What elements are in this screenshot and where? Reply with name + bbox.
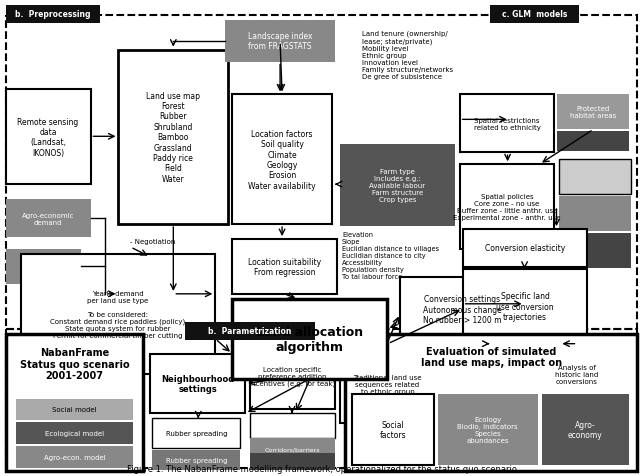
FancyBboxPatch shape	[6, 249, 80, 284]
Text: Succession trajectories: Succession trajectories	[444, 363, 525, 369]
Text: Rubber spreading: Rubber spreading	[166, 457, 227, 463]
FancyBboxPatch shape	[232, 95, 332, 225]
Text: Spatial restrictions
related to ethnicity: Spatial restrictions related to ethnicit…	[474, 118, 540, 130]
Text: Social model: Social model	[52, 407, 97, 413]
Text: b.  Preprocessing: b. Preprocessing	[15, 10, 91, 19]
FancyBboxPatch shape	[400, 278, 525, 342]
Text: Agro-
economy: Agro- economy	[568, 420, 603, 439]
FancyBboxPatch shape	[438, 394, 538, 466]
FancyBboxPatch shape	[440, 344, 529, 389]
FancyBboxPatch shape	[460, 95, 554, 153]
Text: Evaluation of simulated
land use maps, impact on: Evaluation of simulated land use maps, i…	[421, 346, 562, 367]
Text: NabanFrame
Status quo scenario
2001-2007: NabanFrame Status quo scenario 2001-2007	[20, 347, 129, 380]
Text: Figure 1. The NabanFrame modelling framework, operationalized for the status quo: Figure 1. The NabanFrame modelling frame…	[127, 464, 517, 473]
FancyBboxPatch shape	[232, 239, 337, 294]
Text: Spatial policies
Core zone - no use
Buffer zone - little anthr. use
Experimental: Spatial policies Core zone - no use Buff…	[453, 194, 561, 221]
FancyBboxPatch shape	[118, 50, 228, 225]
FancyBboxPatch shape	[560, 197, 631, 231]
FancyBboxPatch shape	[225, 20, 335, 62]
Text: Land use map
Forest
Rubber
Shrubland
Bamboo
Grassland
Paddy rice
Field
Water: Land use map Forest Rubber Shrubland Bam…	[146, 91, 200, 184]
Text: Agro-econ. model: Agro-econ. model	[44, 455, 106, 460]
Text: Protected
habitat areas: Protected habitat areas	[571, 106, 616, 119]
FancyBboxPatch shape	[6, 90, 91, 185]
FancyBboxPatch shape	[560, 234, 631, 268]
FancyBboxPatch shape	[352, 394, 434, 466]
FancyBboxPatch shape	[250, 344, 335, 408]
Text: Location specific
preference addition
Incentives (e.g. for teak): Location specific preference addition In…	[249, 366, 336, 387]
Text: Ecological model: Ecological model	[45, 430, 104, 436]
FancyBboxPatch shape	[345, 334, 638, 471]
Text: Location suitability
From regression: Location suitability From regression	[248, 257, 321, 277]
FancyBboxPatch shape	[250, 438, 335, 470]
Text: Land tenure (ownership/
lease; state/private)
Mobility level
Ethnic group
Innova: Land tenure (ownership/ lease; state/pri…	[362, 30, 453, 79]
Text: Ecology
Biodio, indicators
Species
abundances: Ecology Biodio, indicators Species abund…	[457, 416, 518, 443]
FancyBboxPatch shape	[558, 132, 629, 152]
Text: - Negotiation: - Negotiation	[131, 238, 176, 245]
FancyBboxPatch shape	[15, 446, 133, 468]
Text: Land allocation
algorithm: Land allocation algorithm	[256, 325, 363, 353]
Text: Analysis of
historic land
conversions: Analysis of historic land conversions	[555, 364, 598, 384]
Text: Corridors/barriers
interconnects biotopes
Special biotopes: Corridors/barriers interconnects biotope…	[256, 446, 328, 463]
Text: Farm type
Includes e.g.:
Available labour
Farm structure
Crop types: Farm type Includes e.g.: Available labou…	[369, 169, 426, 203]
FancyBboxPatch shape	[6, 200, 91, 238]
Text: b.  Parametrization: b. Parametrization	[209, 327, 292, 336]
FancyBboxPatch shape	[250, 414, 335, 438]
FancyBboxPatch shape	[460, 165, 554, 249]
Text: Ecological
demand: Ecological demand	[26, 260, 61, 273]
FancyBboxPatch shape	[150, 354, 245, 414]
Text: Landscape index
from FRAGSTATS: Landscape index from FRAGSTATS	[248, 32, 312, 51]
FancyBboxPatch shape	[340, 344, 435, 424]
FancyBboxPatch shape	[21, 254, 215, 374]
Text: Rubber spreading: Rubber spreading	[166, 430, 227, 436]
Text: Specific land
use conversion
trajectories: Specific land use conversion trajectorie…	[497, 292, 554, 321]
FancyBboxPatch shape	[560, 160, 631, 195]
FancyBboxPatch shape	[340, 145, 455, 227]
Text: Social
factors: Social factors	[379, 420, 406, 439]
Text: Yearly demand
per land use type

To be considered:
Constant demand rice paddies : Yearly demand per land use type To be co…	[50, 290, 185, 338]
FancyBboxPatch shape	[15, 399, 133, 421]
FancyBboxPatch shape	[558, 95, 629, 130]
FancyBboxPatch shape	[15, 423, 133, 445]
Text: Conversion elasticity: Conversion elasticity	[485, 244, 565, 253]
Text: Elevation
Slope
Euclidian distance to villages
Euclidian distance to city
Access: Elevation Slope Euclidian distance to vi…	[342, 231, 439, 279]
FancyBboxPatch shape	[6, 334, 144, 471]
Text: Traditional land use
sequences related
to ethnic group: Traditional land use sequences related t…	[353, 374, 422, 394]
FancyBboxPatch shape	[185, 322, 315, 340]
FancyBboxPatch shape	[153, 450, 240, 470]
FancyBboxPatch shape	[489, 6, 580, 24]
FancyBboxPatch shape	[542, 394, 629, 466]
Text: Location factors
Soil quality
Climate
Geology
Erosion
Water availability: Location factors Soil quality Climate Ge…	[249, 129, 316, 190]
Text: c. GLM  models: c. GLM models	[502, 10, 567, 19]
Text: Neighbourhood
settings: Neighbourhood settings	[161, 374, 234, 394]
FancyBboxPatch shape	[6, 6, 100, 24]
Text: Agro-economic
demand: Agro-economic demand	[22, 212, 74, 225]
Text: Conversion settings
Autonomous change
No rubber > 1200 m: Conversion settings Autonomous change No…	[423, 295, 502, 325]
FancyBboxPatch shape	[462, 229, 587, 268]
Text: Remote sensing
data
(Landsat,
IKONOS): Remote sensing data (Landsat, IKONOS)	[17, 118, 79, 158]
FancyBboxPatch shape	[535, 344, 620, 404]
FancyBboxPatch shape	[250, 454, 335, 470]
FancyBboxPatch shape	[462, 269, 587, 344]
FancyBboxPatch shape	[153, 418, 240, 448]
FancyBboxPatch shape	[232, 299, 387, 379]
